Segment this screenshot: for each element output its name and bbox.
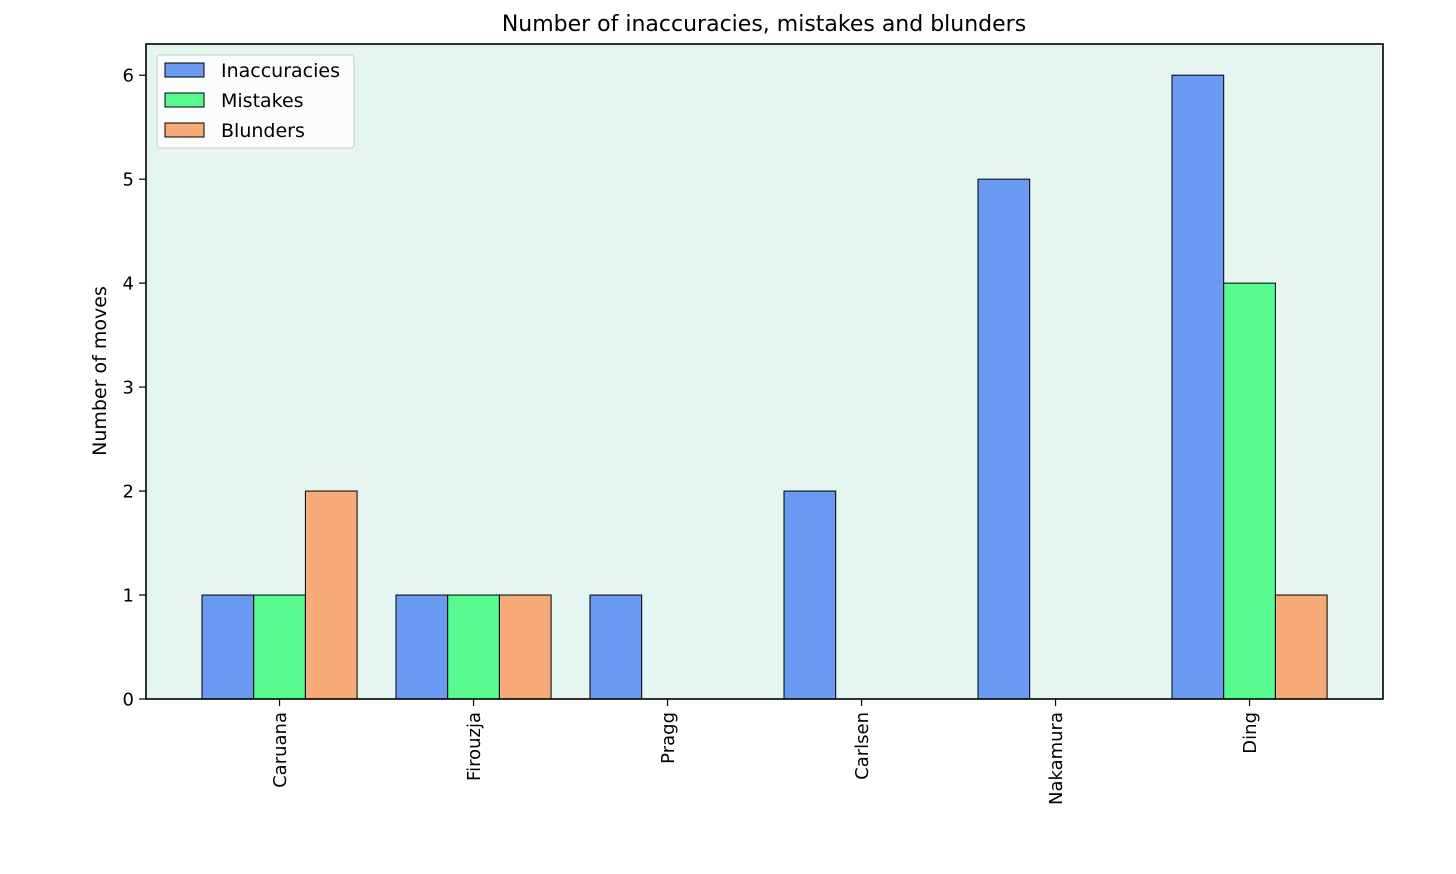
y-tick-label: 2 [123, 482, 134, 503]
bar-inaccuracies-firouzja [395, 594, 449, 700]
legend-swatch-mistakes [164, 92, 205, 108]
legend-label-mistakes: Mistakes [221, 90, 304, 112]
bar-inaccuracies-nakamura [977, 178, 1031, 700]
x-tick-label-nakamura: Nakamura [1046, 712, 1067, 805]
bar-inaccuracies-carlsen [783, 490, 837, 700]
bar-mistakes-firouzja [447, 594, 500, 700]
legend-label-blunders: Blunders [221, 120, 305, 142]
x-tick-label-carlsen: Carlsen [852, 712, 873, 780]
bar-blunders-firouzja [498, 594, 552, 700]
chart-title: Number of inaccuracies, mistakes and blu… [502, 12, 1026, 37]
y-tick-label: 0 [123, 690, 134, 711]
bar-inaccuracies-caruana [201, 594, 255, 700]
y-tick-label: 5 [123, 170, 134, 191]
y-axis-label: Number of moves [89, 286, 111, 456]
x-tick-label-caruana: Caruana [270, 712, 291, 788]
legend-label-inaccuracies: Inaccuracies [221, 60, 340, 82]
x-tick-label-firouzja: Firouzja [464, 712, 485, 781]
legend-box [156, 54, 355, 149]
bar-blunders-ding [1274, 594, 1328, 700]
x-tick-label-ding: Ding [1240, 712, 1261, 754]
plot-frame [145, 43, 1384, 700]
x-axis: Caruana Firouzja Pragg Carlsen Nakamura Ding [270, 699, 1261, 805]
bar-mistakes-caruana [253, 594, 306, 700]
y-tick-label: 3 [123, 378, 134, 399]
legend: Inaccuracies Mistakes Blunders [156, 54, 355, 149]
bars-group [201, 74, 1328, 700]
legend-swatch-blunders [164, 122, 205, 138]
bar-mistakes-ding [1223, 282, 1276, 700]
y-tick-label: 6 [123, 66, 134, 87]
y-axis: 0 1 2 3 4 5 6 [123, 66, 146, 711]
y-tick-label: 1 [123, 586, 134, 607]
bar-inaccuracies-ding [1171, 74, 1225, 700]
bar-blunders-caruana [304, 490, 358, 700]
legend-swatch-inaccuracies [164, 62, 205, 78]
x-tick-label-pragg: Pragg [658, 712, 679, 764]
y-tick-label: 4 [123, 274, 134, 295]
bar-inaccuracies-pragg [589, 594, 643, 700]
